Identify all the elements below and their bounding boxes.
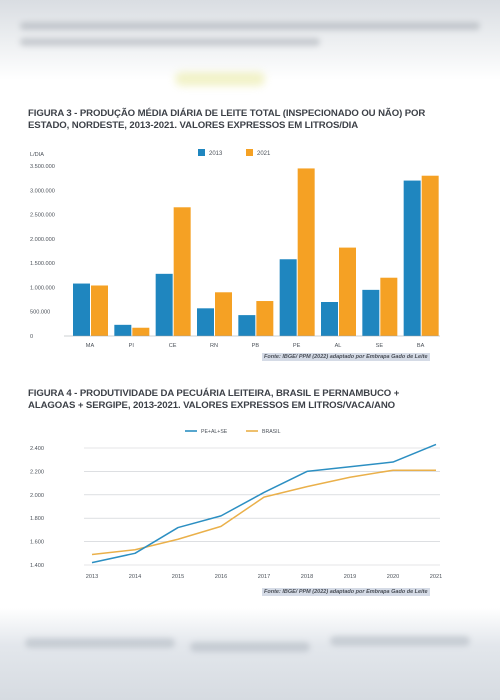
figure4-title: FIGURA 4 - PRODUTIVIDADE DA PECUÁRIA LEI… (28, 388, 400, 411)
figure3-x-tick-label: PI (129, 343, 135, 349)
figure3-bar-AL-2013 (321, 302, 338, 336)
figure3-bar-SE-2021 (380, 277, 398, 336)
figure3-bar-CE-2021 (173, 207, 191, 336)
figure3-bar-AL-2021 (339, 247, 356, 336)
figure4-y-tick-label: 2.400 (30, 446, 44, 452)
figure3-bar-BA-2013 (403, 180, 421, 336)
figure3-y-tick-label: 1.000.000 (30, 285, 55, 291)
blurred-highlight (175, 72, 265, 86)
figure3-x-tick-label: MA (86, 343, 95, 349)
figure4-x-tick-label: 2013 (86, 574, 98, 580)
figure3-y-tick-label: 2.500.000 (30, 213, 55, 219)
figure4-y-tick-label: 1.800 (30, 516, 44, 522)
figure4-x-tick-label: 2016 (215, 574, 227, 580)
figure3-bar-RN-2013 (197, 308, 214, 336)
figure3-bar-PB-2013 (238, 315, 256, 336)
figure3-bar-SE-2013 (362, 289, 380, 336)
blurred-footer (0, 608, 500, 700)
figure3-x-tick-label: AL (335, 343, 342, 349)
figure4-x-tick-label: 2018 (301, 574, 313, 580)
figure3-title: FIGURA 3 - PRODUÇÃO MÉDIA DIÁRIA DE LEIT… (28, 108, 426, 131)
figure3-y-tick-label: 0 (30, 334, 33, 340)
figure4-x-tick-label: 2021 (430, 574, 442, 580)
figure3-y-tick-label: 3.500.000 (30, 164, 55, 170)
figure4-y-tick-label: 2.200 (30, 469, 44, 475)
blurred-header (0, 0, 500, 80)
figure4-line-PE+AL+SE (91, 443, 437, 564)
figure3-bar-PI-2021 (132, 327, 150, 336)
figure3-x-tick-label: BA (417, 343, 425, 349)
figure3-legend-swatch-2021 (246, 149, 253, 156)
figure4-y-tick-label: 2.000 (30, 493, 44, 499)
figure3-bar-BA-2021 (421, 175, 439, 336)
figure3-bar-CE-2013 (155, 273, 173, 336)
figure3-bar-MA-2013 (73, 283, 90, 336)
figure3-x-tick-label: SE (376, 343, 384, 349)
figure3-bar-chart: L/DIA 0 500.000 1.000.000 1.500.000 2.000.000… (30, 149, 440, 349)
figure3-x-tick-label: CE (169, 343, 177, 349)
figure3-y-tick-label: 500.000 (30, 310, 50, 316)
figure3-legend-label-2021: 2021 (257, 151, 271, 157)
figure3-bar-PB-2021 (256, 301, 274, 336)
figure4-x-tick-label: 2020 (387, 574, 399, 580)
figure3-bar-PE-2013 (279, 259, 297, 336)
figure4-x-tick-label: 2017 (258, 574, 270, 580)
figure3-bar-MA-2021 (91, 285, 108, 336)
figure3-legend-label-2013: 2013 (209, 151, 223, 157)
figure4-source: Fonte: IBGE/ PPM (2022) adaptado por Emb… (262, 588, 430, 596)
figure4-legend-label-BRASIL: BRASIL (262, 429, 281, 435)
figure3-y-tick-label: 3.000.000 (30, 188, 55, 194)
figure3-x-tick-label: RN (210, 343, 218, 349)
figure3-bar-PE-2021 (297, 168, 315, 336)
figure4-y-tick-label: 1.600 (30, 540, 44, 546)
figure4-y-tick-label: 1.400 (30, 563, 44, 569)
figure4-x-tick-label: 2014 (129, 574, 141, 580)
figure3-source: Fonte: IBGE/ PPM (2022) adaptado por Emb… (262, 353, 430, 361)
figure4-line-chart: 1.400 1.600 1.800 2.000 2.200 2.400 PE+AL+SE BR… (30, 429, 442, 580)
figure3-y-unit: L/DIA (30, 152, 44, 158)
figure3-y-tick-label: 1.500.000 (30, 261, 55, 267)
figure4-x-tick-label: 2015 (172, 574, 184, 580)
figure4-line-BRASIL (91, 469, 436, 556)
figure3-x-tick-label: PE (293, 343, 301, 349)
figure3-bar-RN-2021 (215, 292, 232, 336)
figure4-x-tick-label: 2019 (344, 574, 356, 580)
figure3-bar-PI-2013 (114, 324, 132, 336)
figure3-x-tick-label: PB (252, 343, 260, 349)
figure4-legend-label-PE+AL+SE: PE+AL+SE (201, 429, 228, 435)
figure3-y-tick-label: 2.000.000 (30, 237, 55, 243)
figure3-legend-swatch-2013 (198, 149, 205, 156)
